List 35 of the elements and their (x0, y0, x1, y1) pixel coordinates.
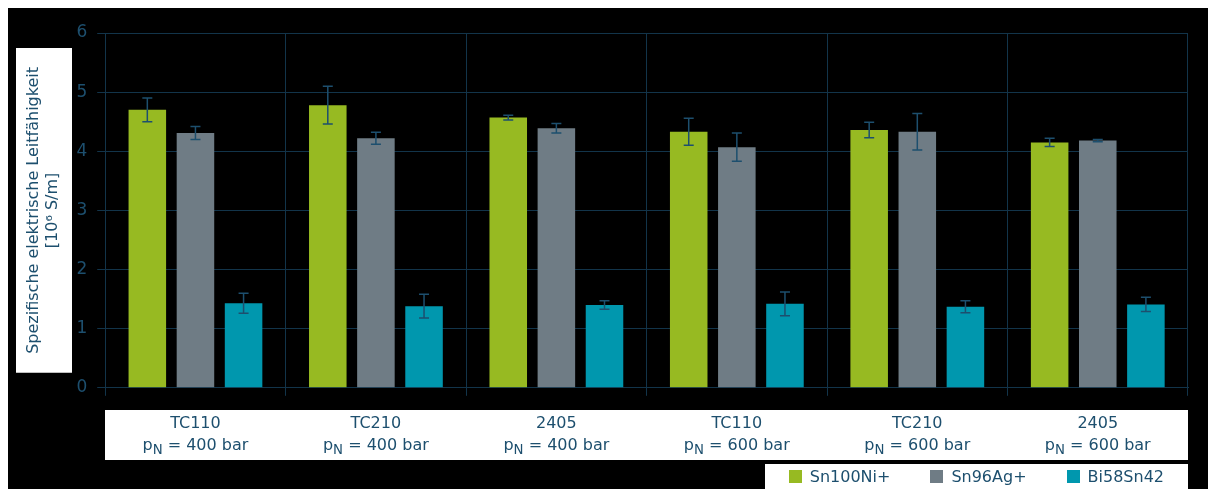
y-tick-label: 2 (76, 257, 88, 278)
bar (309, 105, 347, 388)
x-tick-label: TC110 p$_{N}$ = 400 bar (141, 412, 250, 460)
legend-label: Bi58Sn42 (1087, 467, 1164, 486)
y-tick-label: 4 (76, 139, 88, 160)
y-tick-label: 6 (76, 21, 88, 42)
y-tick-label: 0 (76, 376, 88, 397)
bar (766, 303, 804, 388)
bar (176, 132, 215, 388)
bar (1127, 304, 1165, 388)
bar (669, 131, 708, 388)
bar (224, 303, 263, 388)
bar (357, 138, 395, 388)
category-label: 2405 p$_{N}$ = 600 bar (1044, 413, 1151, 458)
x-tick-label: TC210 p$_{N}$ = 600 bar (863, 412, 972, 460)
bar (1030, 142, 1069, 388)
bar (489, 117, 528, 388)
y-tick-label: 5 (76, 80, 88, 101)
x-tick-label: TC210 p$_{N}$ = 400 bar (321, 412, 430, 460)
bar (718, 147, 756, 388)
bar (128, 109, 167, 388)
legend-label: Sn100Ni+ (809, 467, 891, 486)
y-tick-label: 1 (76, 317, 88, 338)
legend-label: Sn96Ag+ (951, 467, 1027, 486)
y-tick-label: 3 (76, 198, 88, 219)
bar (585, 305, 624, 388)
x-tick-label: TC110 p$_{N}$ = 600 bar (682, 412, 791, 460)
bar (405, 306, 443, 388)
bar (1079, 140, 1117, 388)
y-axis-title: Spezifische elektrische Leitfähigkeit [10⁶ S/m] (22, 66, 61, 354)
bar (850, 129, 888, 388)
category-label: 2405 p$_{N}$ = 400 bar (503, 413, 610, 458)
bar (898, 131, 937, 388)
bar (537, 128, 576, 388)
bar (946, 306, 985, 388)
